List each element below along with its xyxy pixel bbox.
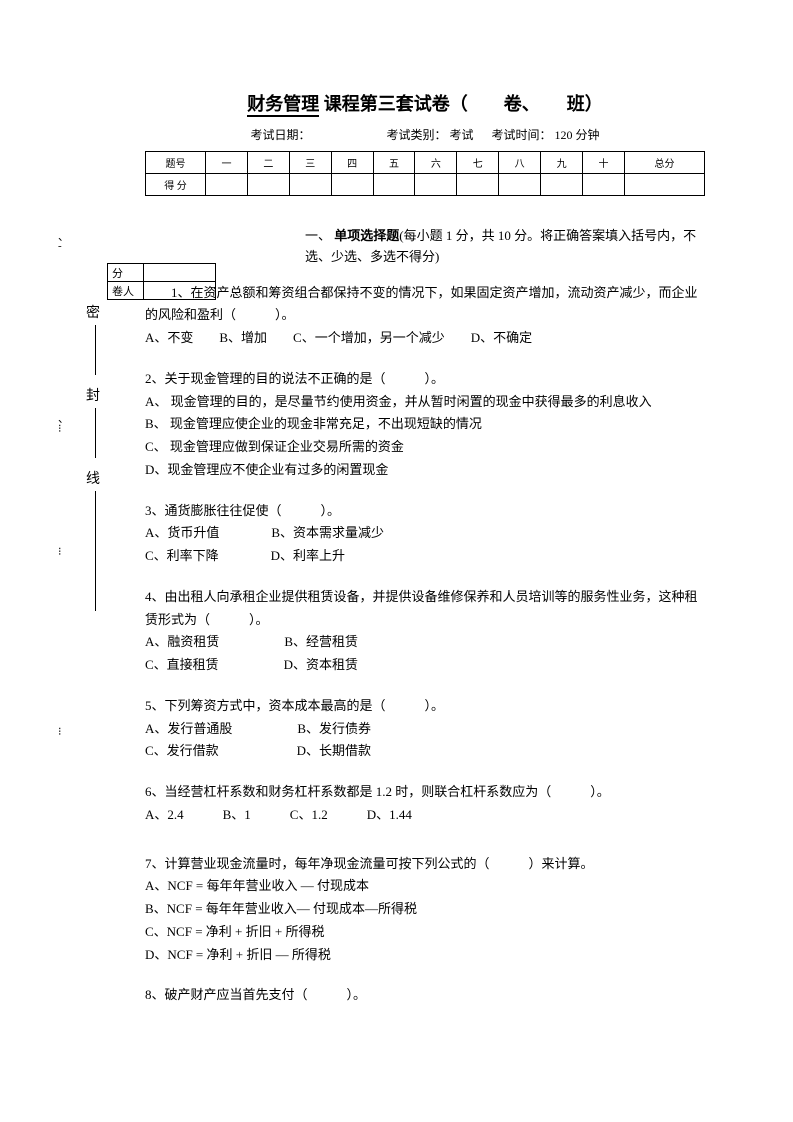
q1-opts: A、不变 B、增加 C、一个增加，另一个减少 D、不确定 <box>145 327 705 350</box>
binding-margin: 密 封 线 <box>80 0 110 1122</box>
q3-row2: C、利率下降 D、利率上升 <box>145 545 705 568</box>
margin-char-feng: 封 <box>86 385 100 405</box>
q5-row2: C、发行借款 D、长期借款 <box>145 740 705 763</box>
q4-text: 4、由出租人向承租企业提供租赁设备，并提供设备维修保养和人员培训等的服务性业务，… <box>145 586 705 632</box>
edge-marks: 、 - 、 ⁝ ⁝ ⁝ <box>58 0 70 1122</box>
question-6: 6、当经营杠杆系数和财务杠杆系数都是 1.2 时，则联合杠杆系数应为（ ）。 A… <box>145 781 705 827</box>
col-7: 七 <box>457 152 499 174</box>
q2-d: D、现金管理应不使企业有过多的闲置现金 <box>145 459 705 482</box>
col-10: 十 <box>583 152 625 174</box>
col-8: 八 <box>499 152 541 174</box>
q5-text: 5、下列筹资方式中，资本成本最高的是（ ）。 <box>145 695 705 718</box>
question-3: 3、通货膨胀往往促使（ ）。 A、货币升值 B、资本需求量减少 C、利率下降 D… <box>145 500 705 568</box>
q7-d: D、NCF = 净利 + 折旧 — 所得税 <box>145 944 705 967</box>
q3-text: 3、通货膨胀往往促使（ ）。 <box>145 500 705 523</box>
q5-row1: A、发行普通股 B、发行债券 <box>145 718 705 741</box>
question-8: 8、破产财产应当首先支付（ ）。 <box>145 984 705 1007</box>
type-value: 考试 <box>449 128 473 142</box>
question-4: 4、由出租人向承租企业提供租赁设备，并提供设备维修保养和人员培训等的服务性业务，… <box>145 586 705 677</box>
mini-row1: 分 <box>108 264 144 282</box>
q1-text: 1、在资产总额和筹资组合都保持不变的情况下，如果固定资产增加，流动资产减少，而企… <box>145 282 705 328</box>
q7-b: B、NCF = 每年年营业收入— 付现成本—所得税 <box>145 898 705 921</box>
course-name: 财务管理 <box>247 94 319 117</box>
col-4: 四 <box>331 152 373 174</box>
grader-table: 分 卷人 <box>107 263 216 300</box>
col-9: 九 <box>541 152 583 174</box>
section-1-header: 一、 单项选择题(每小题 1 分，共 10 分。将正确答案填入括号内，不选、少选… <box>305 226 705 268</box>
q8-text: 8、破产财产应当首先支付（ ）。 <box>145 984 705 1007</box>
title-suffix: 课程第三套试卷（ 卷、 班） <box>324 94 603 114</box>
col-5: 五 <box>373 152 415 174</box>
col-1: 一 <box>206 152 248 174</box>
q6-text: 6、当经营杠杆系数和财务杠杆系数都是 1.2 时，则联合杠杆系数应为（ ）。 <box>145 781 705 804</box>
section-num: 一、 <box>305 228 331 243</box>
q2-text: 2、关于现金管理的目的说法不正确的是（ ）。 <box>145 368 705 391</box>
score-table: 题号 一 二 三 四 五 六 七 八 九 十 总分 得 分 <box>145 151 705 196</box>
exam-content: 财务管理 课程第三套试卷（ 卷、 班） 考试日期： 考试类别： 考试 考试时间：… <box>145 90 705 1025</box>
margin-char-xian: 线 <box>86 468 100 488</box>
exam-info: 考试日期： 考试类别： 考试 考试时间： 120 分钟 <box>145 126 705 143</box>
col-total: 总分 <box>624 152 704 174</box>
time-label: 考试时间： <box>492 128 552 142</box>
q7-text: 7、计算营业现金流量时，每年净现金流量可按下列公式的（ ）来计算。 <box>145 853 705 876</box>
date-label: 考试日期： <box>250 128 310 142</box>
question-2: 2、关于现金管理的目的说法不正确的是（ ）。 A、 现金管理的目的，是尽量节约使… <box>145 368 705 482</box>
col-3: 三 <box>289 152 331 174</box>
mini-row2: 卷人 <box>108 282 144 300</box>
type-label: 考试类别： <box>386 128 446 142</box>
score-header-label: 题号 <box>146 152 206 174</box>
q6-opts: A、2.4 B、1 C、1.2 D、1.44 <box>145 804 705 827</box>
question-5: 5、下列筹资方式中，资本成本最高的是（ ）。 A、发行普通股 B、发行债券 C、… <box>145 695 705 763</box>
q4-row1: A、融资租赁 B、经营租赁 <box>145 631 705 654</box>
q7-a: A、NCF = 每年年营业收入 — 付现成本 <box>145 875 705 898</box>
margin-char-mi: 密 <box>86 302 100 322</box>
col-6: 六 <box>415 152 457 174</box>
time-value: 120 分钟 <box>555 128 600 142</box>
q4-row2: C、直接租赁 D、资本租赁 <box>145 654 705 677</box>
q3-row1: A、货币升值 B、资本需求量减少 <box>145 522 705 545</box>
exam-title: 财务管理 课程第三套试卷（ 卷、 班） <box>145 90 705 116</box>
q2-b: B、 现金管理应使企业的现金非常充足，不出现短缺的情况 <box>145 413 705 436</box>
question-7: 7、计算营业现金流量时，每年净现金流量可按下列公式的（ ）来计算。 A、NCF … <box>145 853 705 967</box>
q2-a: A、 现金管理的目的，是尽量节约使用资金，并从暂时闲置的现金中获得最多的利息收入 <box>145 391 705 414</box>
question-1: 1、在资产总额和筹资组合都保持不变的情况下，如果固定资产增加，流动资产减少，而企… <box>145 282 705 350</box>
section-title: 单项选择题 <box>334 228 399 243</box>
q7-c: C、NCF = 净利 + 折旧 + 所得税 <box>145 921 705 944</box>
q2-c: C、 现金管理应做到保证企业交易所需的资金 <box>145 436 705 459</box>
col-2: 二 <box>247 152 289 174</box>
score-row-label: 得 分 <box>146 174 206 196</box>
